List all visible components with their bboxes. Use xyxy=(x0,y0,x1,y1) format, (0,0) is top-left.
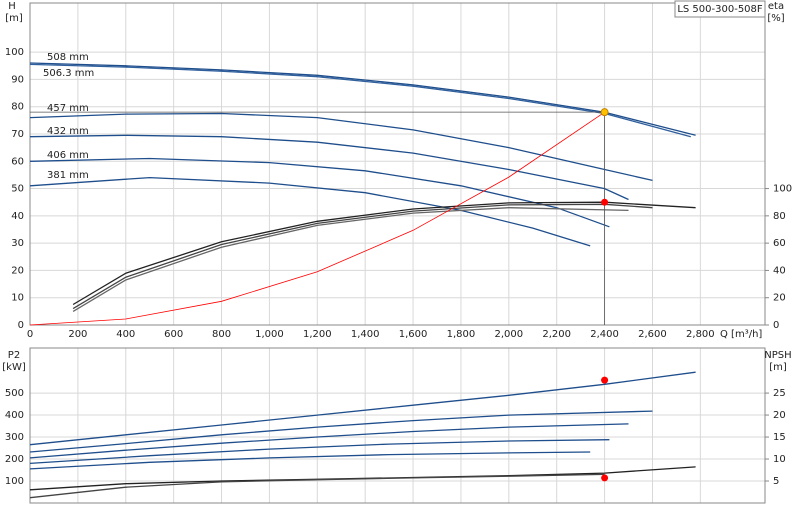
curve-label: 432 mm xyxy=(47,126,89,137)
x-tick-label: 800 xyxy=(212,329,231,340)
curve xyxy=(29,451,591,470)
y2-tick-label: 5 xyxy=(773,476,779,487)
curve xyxy=(72,203,653,310)
curve-label: 506.3 mm xyxy=(43,68,94,79)
y-tick-label: 200 xyxy=(5,454,24,465)
curve xyxy=(29,371,696,446)
curve xyxy=(29,473,605,499)
operating-point xyxy=(601,376,609,384)
operating-point xyxy=(601,474,609,482)
y2-label: eta xyxy=(768,1,784,12)
y2-unit: [m] xyxy=(769,362,787,373)
curve-label: 457 mm xyxy=(47,103,89,114)
operating-point xyxy=(600,108,609,117)
y-tick-label: 80 xyxy=(11,102,24,113)
curve xyxy=(29,134,629,201)
y-tick-label: 40 xyxy=(11,211,24,222)
y2-tick-label: 40 xyxy=(773,265,786,276)
x-tick-label: 200 xyxy=(68,329,87,340)
x-tick-label: 600 xyxy=(164,329,183,340)
x-tick-label: 400 xyxy=(116,329,135,340)
curve xyxy=(29,410,653,453)
x-tick-label: 1,000 xyxy=(255,329,284,340)
y2-tick-label: 15 xyxy=(773,432,786,443)
y-unit: [kW] xyxy=(2,362,26,373)
y-tick-label: 100 xyxy=(5,47,24,58)
curve xyxy=(29,62,696,136)
y-tick-label: 30 xyxy=(11,238,24,249)
y-tick-label: 20 xyxy=(11,265,24,276)
chart-title: LS 500-300-508F xyxy=(677,4,763,15)
y-tick-label: 400 xyxy=(5,410,24,421)
top-plot-frame xyxy=(29,2,766,326)
x-tick-label: 1,400 xyxy=(351,329,380,340)
x-tick-label: 2,000 xyxy=(495,329,524,340)
curve xyxy=(29,439,610,465)
y-unit: [m] xyxy=(5,13,23,24)
y-tick-label: 100 xyxy=(5,476,24,487)
y-tick-label: 300 xyxy=(5,432,24,443)
curve-label: 406 mm xyxy=(47,150,89,161)
y2-label: NPSH xyxy=(764,350,791,361)
curve xyxy=(29,157,610,228)
x-tick-label: 1,800 xyxy=(447,329,476,340)
y2-unit: [%] xyxy=(767,13,784,24)
y-tick-label: 50 xyxy=(11,184,24,195)
bottom-plot-frame xyxy=(29,347,766,504)
y-label: H xyxy=(8,1,16,12)
curve xyxy=(72,201,696,306)
x-tick-label: 1,600 xyxy=(399,329,428,340)
y2-tick-label: 20 xyxy=(773,293,786,304)
curve xyxy=(29,176,591,247)
y-tick-label: 0 xyxy=(18,320,24,331)
curve xyxy=(29,111,605,326)
curve xyxy=(29,112,653,182)
x-tick-label: 1,200 xyxy=(303,329,332,340)
y2-tick-label: 0 xyxy=(773,320,779,331)
x-tick-label: 2,600 xyxy=(638,329,667,340)
y2-tick-label: 20 xyxy=(773,410,786,421)
y-tick-label: 10 xyxy=(11,293,24,304)
y2-tick-label: 100 xyxy=(773,184,792,195)
y2-tick-label: 60 xyxy=(773,238,786,249)
curve xyxy=(72,207,629,312)
x-tick-label: 2,400 xyxy=(590,329,619,340)
y2-tick-label: 10 xyxy=(773,454,786,465)
y2-tick-label: 80 xyxy=(773,211,786,222)
curve xyxy=(29,423,629,459)
operating-point xyxy=(601,198,609,206)
x-tick-label: 0 xyxy=(27,329,33,340)
curve-label: 508 mm xyxy=(47,52,89,63)
x-label: Q [m³/h] xyxy=(720,329,762,340)
y-tick-label: 60 xyxy=(11,156,24,167)
title-box xyxy=(674,0,766,18)
y-tick-label: 500 xyxy=(5,388,24,399)
y-label: P2 xyxy=(8,350,20,361)
y-tick-label: 90 xyxy=(11,74,24,85)
y2-tick-label: 25 xyxy=(773,388,786,399)
x-tick-label: 2,800 xyxy=(686,329,715,340)
x-tick-label: 2,200 xyxy=(542,329,571,340)
y-tick-label: 70 xyxy=(11,129,24,140)
curve-label: 381 mm xyxy=(47,170,89,181)
curve xyxy=(29,63,691,138)
